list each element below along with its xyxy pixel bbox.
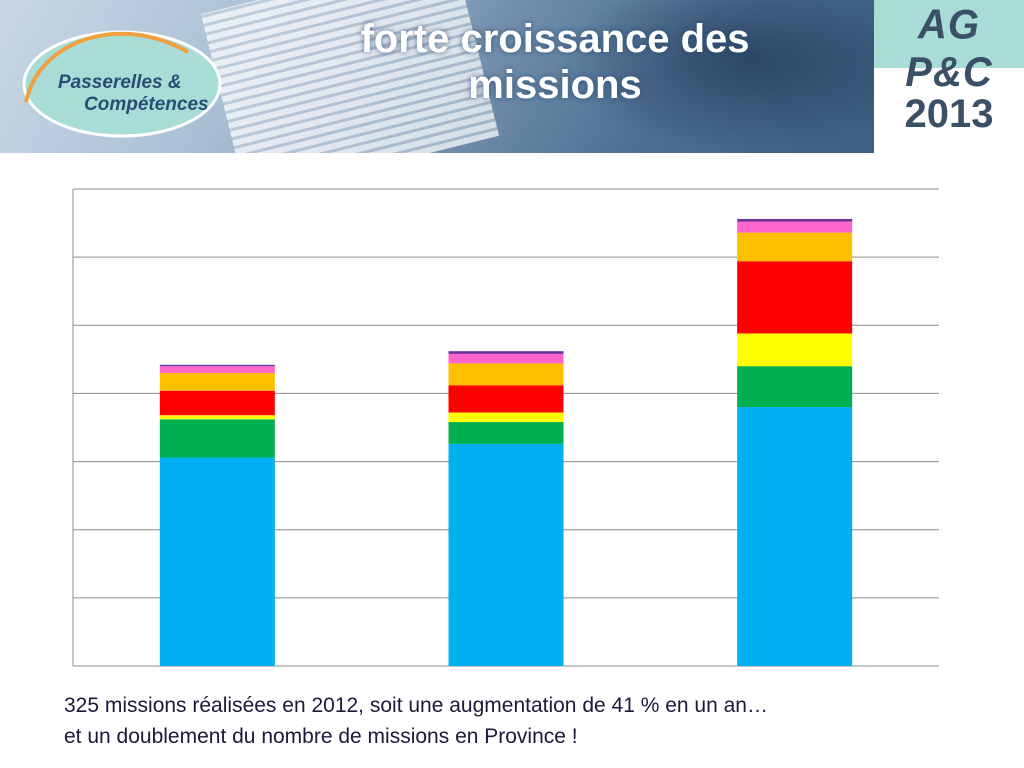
bar-segment-3-series-1 <box>737 407 853 666</box>
bar-segment-3-series-6 <box>737 221 853 233</box>
bar-segment-1-series-2 <box>159 419 275 458</box>
bar-segment-3-series-4 <box>737 261 853 334</box>
header-banner: Passerelles & Compétences forte croissan… <box>0 0 874 153</box>
bar-segment-3-series-7 <box>737 218 853 222</box>
event-badge: AG P&C 2013 <box>874 0 1024 153</box>
caption-line2: et un doublement du nombre de missions e… <box>64 725 578 748</box>
caption-line1: 325 missions réalisées en 2012, soit une… <box>64 694 768 717</box>
bar-segment-2-series-1 <box>448 443 564 666</box>
bar-segment-3-series-2 <box>737 366 853 408</box>
badge-label: AG P&C <box>905 1 993 96</box>
bar-segment-1-series-7 <box>159 364 275 367</box>
bar-segment-1-series-4 <box>159 390 275 416</box>
logo-text-line1: Passerelles & <box>58 72 182 93</box>
banner-photo-shade <box>560 0 874 153</box>
bar-segment-2-series-6 <box>448 353 564 364</box>
bar-segment-1-series-3 <box>159 415 275 420</box>
bar-segment-1-series-5 <box>159 372 275 391</box>
bar-segment-2-series-3 <box>448 412 564 423</box>
caption: 325 missions réalisées en 2012, soit une… <box>64 690 984 752</box>
bar-segment-1-series-6 <box>159 366 275 373</box>
page-title: forte croissance des missions <box>360 17 750 107</box>
logo-text-line2: Compétences <box>84 94 209 115</box>
bar-segment-3-series-5 <box>737 232 853 262</box>
bar-segment-2-series-2 <box>448 422 564 444</box>
badge-year: 2013 <box>904 92 994 136</box>
bar-segment-3-series-3 <box>737 333 853 367</box>
logo: Passerelles & Compétences <box>18 22 230 138</box>
badge-top-band: AG P&C <box>874 0 1024 95</box>
bar-segment-2-series-4 <box>448 385 564 413</box>
bar-segment-2-series-7 <box>448 351 564 354</box>
logo-ellipse-icon <box>22 30 222 138</box>
bar-segment-2-series-5 <box>448 363 564 386</box>
stacked-bar-chart <box>72 188 939 667</box>
bar-segment-1-series-1 <box>159 457 275 666</box>
